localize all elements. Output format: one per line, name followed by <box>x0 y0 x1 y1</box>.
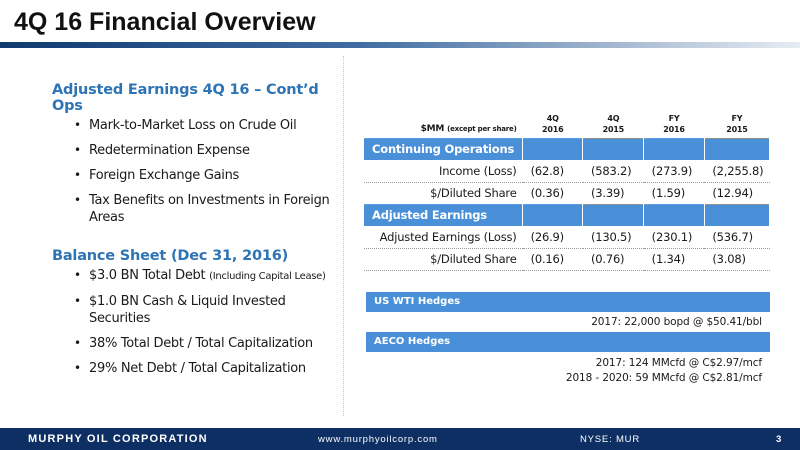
section-band-adjusted: Adjusted Earnings <box>364 204 771 227</box>
balance-item: $1.0 BN Cash & Liquid Invested Securitie… <box>74 293 337 327</box>
cell-value: (0.36) <box>522 182 583 205</box>
page-number: 3 <box>776 434 782 445</box>
slide-title: 4Q 16 Financial Overview <box>14 8 316 36</box>
cell-value: (1.59) <box>643 182 705 205</box>
earnings-list: Mark-to-Market Loss on Crude Oil Redeter… <box>74 117 337 226</box>
column-header-year: 2015 <box>602 124 625 134</box>
table-row: Adjusted Earnings (Loss) (26.9) (130.5) … <box>364 226 770 249</box>
column-header-period: FY <box>731 113 743 123</box>
row-label: $/Diluted Share <box>364 182 523 205</box>
cell-value: (62.8) <box>522 160 583 183</box>
header-unit: $MM <box>420 123 445 134</box>
aeco-hedge-line: 2017: 124 MMcfd @ C$2.97/mcf <box>595 357 762 369</box>
company-name: MURPHY OIL CORPORATION <box>28 433 208 445</box>
column-header: FY 2016 <box>643 108 705 139</box>
cell-value: (230.1) <box>643 226 705 249</box>
column-header-year: 2016 <box>542 124 564 134</box>
cell-value: (1.34) <box>643 248 705 271</box>
wti-hedges-heading: US WTI Hedges <box>366 292 770 312</box>
earnings-item: Redetermination Expense <box>74 142 337 159</box>
cell-value: (273.9) <box>643 160 705 183</box>
column-header: 4Q 2016 <box>522 108 583 139</box>
section-heading: Continuing Operations <box>364 138 524 161</box>
cell-value: (130.5) <box>582 226 644 249</box>
earnings-heading: Adjusted Earnings 4Q 16 – Cont’d Ops <box>52 82 319 114</box>
cell-value: (12.94) <box>704 182 770 205</box>
left-panel: Adjusted Earnings 4Q 16 – Cont’d Ops Mar… <box>52 82 337 385</box>
column-header: FY 2015 <box>704 108 770 139</box>
column-header: 4Q 2015 <box>582 108 644 139</box>
row-label: Adjusted Earnings (Loss) <box>364 226 523 249</box>
table-row: $/Diluted Share (0.16) (0.76) (1.34) (3.… <box>364 248 770 271</box>
balance-item: 38% Total Debt / Total Capitalization <box>74 335 337 352</box>
cell-value: (3.08) <box>704 248 770 271</box>
website-link[interactable]: www.murphyoilcorp.com <box>318 434 438 445</box>
cell-value: (583.2) <box>582 160 644 183</box>
column-header-year: 2016 <box>663 124 685 134</box>
table-row: $/Diluted Share (0.36) (3.39) (1.59) (12… <box>364 182 770 205</box>
balance-item: 29% Net Debt / Total Capitalization <box>74 360 337 377</box>
cell-value: (3.39) <box>582 182 644 205</box>
wti-hedge-line: 2017: 22,000 bopd @ $50.41/bbl <box>591 316 762 328</box>
cell-value: (0.76) <box>582 248 644 271</box>
financial-table: $MM (except per share) 4Q 2016 4Q 2015 FY 2… <box>364 108 771 271</box>
balance-item-note: (Including Capital Lease) <box>209 271 326 282</box>
header-note: (except per share) <box>447 124 517 133</box>
row-label: Income (Loss) <box>364 160 523 183</box>
column-divider <box>343 56 344 416</box>
earnings-item: Foreign Exchange Gains <box>74 167 337 184</box>
balance-item: $3.0 BN Total Debt (Including Capital Le… <box>74 267 337 285</box>
balance-item-main: $3.0 BN Total Debt <box>89 268 206 283</box>
column-header-year: 2015 <box>726 124 748 134</box>
earnings-item: Mark-to-Market Loss on Crude Oil <box>74 117 337 134</box>
title-rule <box>0 42 800 48</box>
cell-value: (26.9) <box>522 226 583 249</box>
balance-list: $3.0 BN Total Debt (Including Capital Le… <box>74 267 337 377</box>
table-header-label: $MM (except per share) <box>364 108 523 139</box>
column-header-period: 4Q <box>607 113 620 123</box>
aeco-hedge-line: 2018 - 2020: 59 MMcfd @ C$2.81/mcf <box>565 372 762 384</box>
section-band-continuing: Continuing Operations <box>364 138 771 161</box>
table-row: Income (Loss) (62.8) (583.2) (273.9) (2,… <box>364 160 770 183</box>
balance-heading: Balance Sheet (Dec 31, 2016) <box>52 248 289 264</box>
stock-ticker: NYSE: MUR <box>580 434 640 445</box>
table-header-row: $MM (except per share) 4Q 2016 4Q 2015 FY 2… <box>364 108 770 139</box>
column-header-period: 4Q <box>546 113 559 123</box>
earnings-item: Tax Benefits on Investments in Foreign A… <box>74 192 337 226</box>
section-heading: Adjusted Earnings <box>364 204 524 227</box>
row-label: $/Diluted Share <box>364 248 523 271</box>
column-header-period: FY <box>668 113 680 123</box>
aeco-hedges-heading: AECO Hedges <box>366 332 770 352</box>
cell-value: (2,255.8) <box>704 160 770 183</box>
footer-bar: MURPHY OIL CORPORATION www.murphyoilcorp… <box>0 428 800 450</box>
cell-value: (0.16) <box>522 248 583 271</box>
cell-value: (536.7) <box>704 226 770 249</box>
